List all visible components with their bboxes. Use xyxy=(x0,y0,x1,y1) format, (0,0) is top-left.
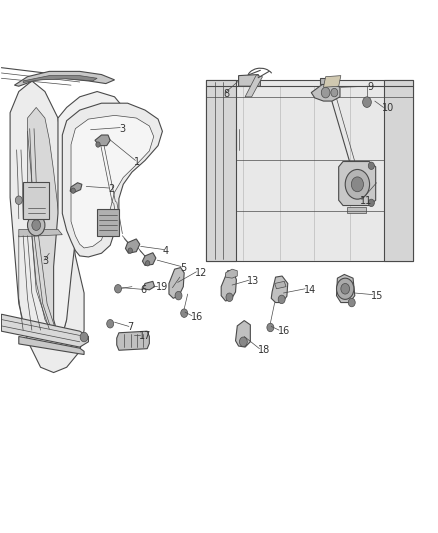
Polygon shape xyxy=(245,76,262,97)
Text: 8: 8 xyxy=(223,89,230,99)
Circle shape xyxy=(15,196,22,205)
Text: 18: 18 xyxy=(258,345,270,355)
Circle shape xyxy=(267,323,274,332)
Polygon shape xyxy=(323,76,341,87)
Polygon shape xyxy=(336,274,355,303)
Polygon shape xyxy=(347,207,366,214)
Text: 4: 4 xyxy=(162,246,169,256)
Polygon shape xyxy=(339,161,376,206)
Text: 2: 2 xyxy=(108,183,114,193)
Polygon shape xyxy=(125,239,140,253)
Circle shape xyxy=(71,188,75,193)
Polygon shape xyxy=(206,80,237,261)
Text: 11: 11 xyxy=(360,196,373,206)
Circle shape xyxy=(28,215,45,236)
Circle shape xyxy=(341,284,350,294)
Polygon shape xyxy=(1,314,88,347)
Polygon shape xyxy=(71,115,154,248)
Polygon shape xyxy=(14,71,115,86)
Polygon shape xyxy=(207,118,236,123)
Polygon shape xyxy=(221,271,237,301)
Circle shape xyxy=(368,199,374,207)
Circle shape xyxy=(331,88,338,97)
Polygon shape xyxy=(19,229,62,237)
Text: 1: 1 xyxy=(134,157,140,166)
Circle shape xyxy=(115,285,121,293)
Text: 3: 3 xyxy=(43,256,49,266)
Text: 19: 19 xyxy=(156,281,168,292)
Circle shape xyxy=(80,332,88,342)
Polygon shape xyxy=(143,281,155,290)
Polygon shape xyxy=(385,80,413,261)
Text: 15: 15 xyxy=(371,290,384,301)
Circle shape xyxy=(321,87,330,98)
Circle shape xyxy=(345,169,370,199)
Polygon shape xyxy=(53,92,123,335)
Polygon shape xyxy=(271,276,288,303)
Polygon shape xyxy=(311,84,340,101)
Polygon shape xyxy=(206,80,413,261)
Polygon shape xyxy=(28,108,67,335)
Polygon shape xyxy=(19,336,84,354)
Polygon shape xyxy=(117,331,149,350)
Circle shape xyxy=(336,278,354,300)
Polygon shape xyxy=(226,269,237,278)
Polygon shape xyxy=(386,150,395,158)
Circle shape xyxy=(351,177,364,192)
Circle shape xyxy=(240,337,247,346)
Text: 5: 5 xyxy=(180,263,186,272)
Text: 10: 10 xyxy=(382,103,395,114)
Text: 3: 3 xyxy=(119,124,125,134)
Text: 13: 13 xyxy=(247,276,260,286)
Text: 16: 16 xyxy=(278,326,290,336)
Circle shape xyxy=(363,97,371,108)
Polygon shape xyxy=(62,103,162,257)
Text: 14: 14 xyxy=(304,285,316,295)
Polygon shape xyxy=(97,209,119,236)
Polygon shape xyxy=(169,268,184,298)
Polygon shape xyxy=(275,281,286,289)
Text: 6: 6 xyxy=(141,285,147,295)
Polygon shape xyxy=(236,320,251,347)
Circle shape xyxy=(107,319,114,328)
Polygon shape xyxy=(320,78,336,84)
Polygon shape xyxy=(95,135,110,146)
Polygon shape xyxy=(70,183,82,192)
Polygon shape xyxy=(23,76,97,83)
Text: 9: 9 xyxy=(367,82,373,92)
Polygon shape xyxy=(10,81,84,373)
Circle shape xyxy=(348,298,355,307)
Circle shape xyxy=(32,220,41,230)
Text: 17: 17 xyxy=(138,332,151,342)
Circle shape xyxy=(181,309,187,317)
Circle shape xyxy=(128,248,132,253)
Circle shape xyxy=(96,142,100,147)
Circle shape xyxy=(145,261,150,266)
Circle shape xyxy=(175,292,182,300)
Circle shape xyxy=(278,295,285,304)
Polygon shape xyxy=(207,182,236,187)
Text: 16: 16 xyxy=(191,312,203,322)
Polygon shape xyxy=(239,75,260,86)
Text: 7: 7 xyxy=(127,322,134,333)
Polygon shape xyxy=(142,253,156,265)
Text: 12: 12 xyxy=(195,268,208,278)
Polygon shape xyxy=(23,182,49,219)
Circle shape xyxy=(226,293,233,302)
Circle shape xyxy=(368,162,374,169)
